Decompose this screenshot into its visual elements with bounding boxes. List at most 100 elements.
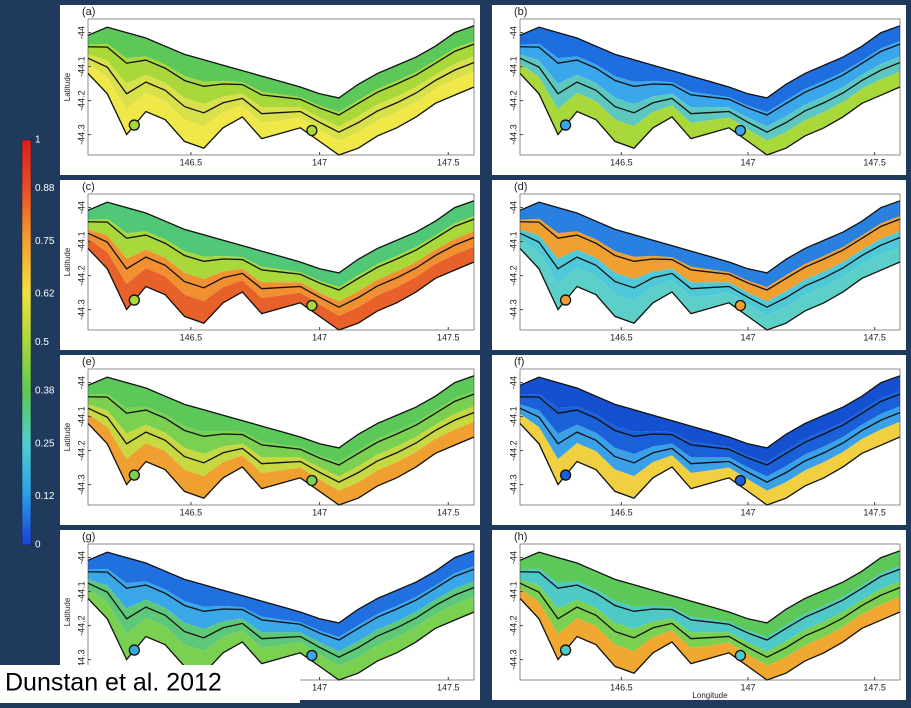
y-tick-label: -44.1 [76,406,86,427]
x-axis-label: Longitude [692,691,728,700]
x-tick-label: 146.5 [180,507,203,517]
y-axis-label: Latitude [63,72,72,101]
contour-ring [129,470,139,480]
x-tick-label: 147.5 [863,157,886,167]
x-tick-label: 147 [312,157,327,167]
panel-label: (a) [82,6,95,18]
x-tick-label: 147.5 [437,682,460,692]
y-axis-label: Latitude [63,422,72,451]
y-tick-label: -44.1 [508,406,518,427]
y-tick-label: -44.2 [508,90,518,111]
y-tick-label: -44 [76,376,86,389]
x-tick-label: 146.5 [610,332,633,342]
y-tick-label: -44.1 [508,56,518,77]
colorbar-label: 0.25 [35,438,55,449]
x-tick-label: 146.5 [610,682,633,692]
contour-ring [735,126,745,136]
y-tick-label: -44.2 [76,440,86,461]
y-tick-label: -44.3 [508,124,518,145]
x-tick-label: 147 [740,507,755,517]
y-tick-label: -44.3 [508,649,518,670]
contour-ring [129,645,139,655]
y-tick-label: -44.3 [76,124,86,145]
y-axis-label: Latitude [63,597,72,626]
y-tick-label: -44 [508,551,518,564]
colorbar [22,140,31,545]
x-tick-label: 147 [312,332,327,342]
y-tick-label: -44.1 [76,56,86,77]
x-tick-label: 147 [312,682,327,692]
y-tick-label: -44.2 [76,265,86,286]
x-tick-label: 147.5 [863,682,886,692]
colorbar-label: 0.88 [35,183,55,194]
x-tick-label: 147 [740,332,755,342]
x-tick-label: 147.5 [437,157,460,167]
y-tick-label: -44.1 [508,581,518,602]
y-tick-label: -44.2 [508,265,518,286]
y-tick-label: -44.2 [76,615,86,636]
contour-ring [735,301,745,311]
x-tick-label: 147.5 [863,332,886,342]
y-axis-label: Latitude [63,247,72,276]
x-tick-label: 147 [312,507,327,517]
contour-ring [735,476,745,486]
contour-ring [307,651,317,661]
caption: Dunstan et al. 2012 [5,669,222,697]
panel-label: (f) [514,356,524,368]
map-panel: (f) 146.5 147 147.5 -44 -44.1 -44.2 -44.3 [492,355,906,525]
y-tick-label: -44.2 [508,615,518,636]
panel-label: (h) [514,531,527,543]
y-tick-label: -44 [508,376,518,389]
panel-label: (d) [514,181,527,193]
colorbar-label: 0.38 [35,386,55,397]
contour-ring [561,645,571,655]
x-tick-label: 146.5 [610,157,633,167]
y-tick-label: -44.1 [76,231,86,252]
contour-ring [307,476,317,486]
colorbar-label: 1 [35,135,41,146]
contour-ring [561,470,571,480]
map-panel: (a) 146.5 147 147.5 -44 -44.1 -44.2 -44.3 Latitu… [60,5,480,175]
y-tick-label: -44.1 [508,231,518,252]
map-panel: (c) 146.5 147 147.5 -44 -44.1 -44.2 -44.3 Latitu… [60,180,480,350]
panel-label: (c) [82,181,95,193]
panel-label: (e) [82,356,95,368]
x-tick-label: 147.5 [863,507,886,517]
panel-label: (g) [82,531,95,543]
contour-ring [561,295,571,305]
map-panel: (h) 146.5 147 147.5 -44 -44.1 -44.2 -44.3 Longit… [492,530,906,700]
x-tick-label: 146.5 [610,507,633,517]
colorbar-label: 0.12 [35,491,55,502]
panel-label: (b) [514,6,527,18]
colorbar-label: 0.62 [35,289,55,300]
map-panel: (d) 146.5 147 147.5 -44 -44.1 -44.2 -44.3 [492,180,906,350]
colorbar-label: 0 [35,540,41,551]
x-tick-label: 147 [740,157,755,167]
y-tick-label: -44 [76,551,86,564]
contour-ring [307,301,317,311]
contour-ring [735,651,745,661]
x-tick-label: 146.5 [180,157,203,167]
y-tick-label: -44 [508,201,518,214]
colorbar-label: 0.75 [35,236,55,247]
y-tick-label: -44.2 [76,90,86,111]
y-tick-label: -44 [76,26,86,39]
contour-ring [129,295,139,305]
y-tick-label: -44.1 [76,581,86,602]
contour-ring [561,120,571,130]
x-tick-label: 147.5 [437,332,460,342]
contour-ring [307,126,317,136]
x-tick-label: 146.5 [180,332,203,342]
y-tick-label: -44.2 [508,440,518,461]
y-tick-label: -44.3 [76,299,86,320]
y-tick-label: -44 [76,201,86,214]
contour-ring [129,120,139,130]
x-tick-label: 147.5 [437,507,460,517]
figure: 1 0.88 0.75 0.62 0.5 0.38 0.25 0.12 0 (a) 146.5 147… [0,0,911,703]
colorbar-label: 0.5 [35,337,49,348]
y-tick-label: -44.3 [508,299,518,320]
y-tick-label: -44.3 [76,474,86,495]
y-tick-label: -44.3 [508,474,518,495]
x-tick-label: 147 [740,682,755,692]
